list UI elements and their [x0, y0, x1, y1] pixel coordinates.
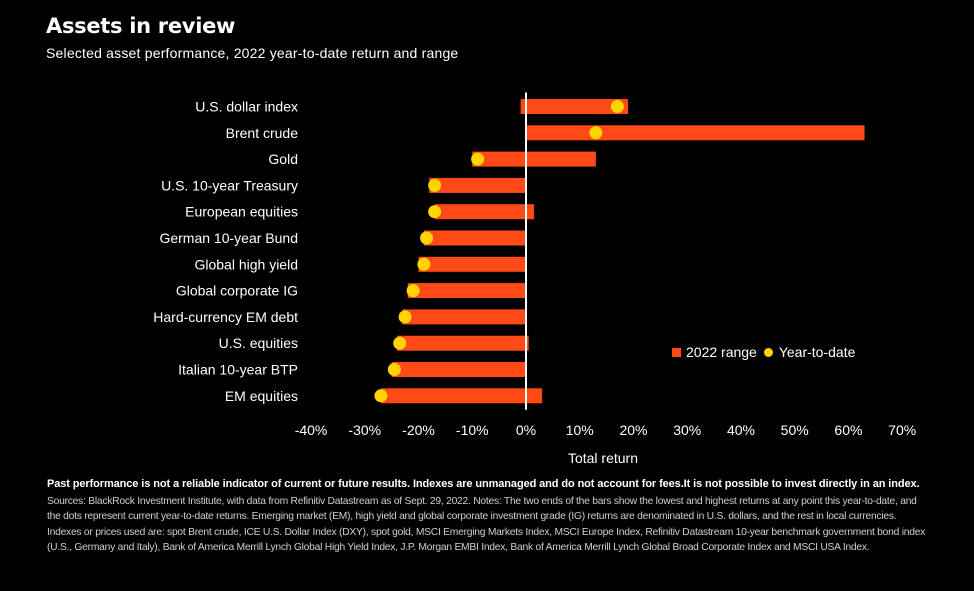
range-bar	[402, 309, 526, 325]
ytd-dot	[417, 257, 431, 271]
range-bar	[407, 283, 526, 299]
x-tick-label: 10%	[566, 422, 594, 438]
range-bar	[418, 256, 526, 272]
x-tick-label: -20%	[402, 422, 435, 438]
ytd-dot	[420, 231, 434, 245]
legend-range-label: 2022 range	[686, 344, 757, 360]
category-label: Gold	[268, 151, 298, 167]
x-tick-label: 40%	[727, 422, 755, 438]
x-tick-label: 50%	[781, 422, 809, 438]
ytd-dot	[387, 363, 401, 376]
ytd-dot	[374, 389, 388, 403]
x-tick-label: -30%	[348, 422, 381, 438]
category-label: U.S. equities	[219, 335, 298, 351]
legend-ytd-swatch	[763, 347, 773, 357]
ytd-dot	[471, 152, 485, 166]
range-bar	[380, 388, 543, 404]
category-label: U.S. 10-year Treasury	[161, 177, 298, 193]
ytd-dot	[428, 178, 442, 192]
chart-title: Assets in review	[46, 14, 236, 38]
range-bar	[429, 177, 526, 193]
category-label: Brent crude	[226, 125, 299, 141]
category-label: German 10-year Bund	[159, 230, 298, 246]
category-label: Global corporate IG	[176, 283, 298, 299]
disclaimer-text: Past performance is not a reliable indic…	[47, 478, 920, 490]
x-tick-label: 70%	[888, 422, 916, 438]
legend-range-swatch	[672, 347, 681, 357]
chart-legend: 2022 range Year-to-date	[672, 344, 855, 360]
x-axis-label: Total return	[568, 450, 638, 466]
ytd-dot	[610, 100, 624, 113]
range-bar	[520, 99, 629, 114]
range-bar	[526, 125, 865, 141]
range-chart: U.S. dollar index Brent crude Gold U.S. 10-…	[153, 92, 916, 466]
x-tick-label: -40%	[295, 422, 328, 438]
chart-subtitle: Selected asset performance, 2022 year-to…	[46, 45, 459, 61]
range-bar	[397, 335, 529, 351]
ytd-dot	[393, 336, 407, 350]
x-tick-label: 20%	[619, 422, 647, 438]
ytd-dot	[589, 126, 603, 140]
category-label: U.S. dollar index	[195, 99, 298, 115]
category-label: European equities	[185, 204, 298, 220]
x-tick-label: 0%	[516, 422, 536, 438]
x-tick-label: 60%	[834, 422, 862, 438]
ytd-dot	[406, 284, 420, 298]
range-bar	[423, 230, 526, 246]
ytd-dot	[398, 310, 412, 324]
x-tick-label: 30%	[673, 422, 701, 438]
category-label: Italian 10-year BTP	[178, 362, 298, 378]
x-tick-label: -10%	[456, 422, 489, 438]
range-bar	[434, 204, 535, 220]
category-label: Global high yield	[194, 256, 298, 272]
category-label: EM equities	[225, 388, 298, 404]
range-bar	[391, 362, 526, 377]
sources-note: Sources: BlackRock Investment Institute,…	[47, 496, 926, 553]
legend-ytd-label: Year-to-date	[778, 344, 856, 360]
category-label: Hard-currency EM debt	[153, 309, 298, 325]
ytd-dot	[428, 205, 442, 219]
range-bar	[472, 151, 596, 167]
